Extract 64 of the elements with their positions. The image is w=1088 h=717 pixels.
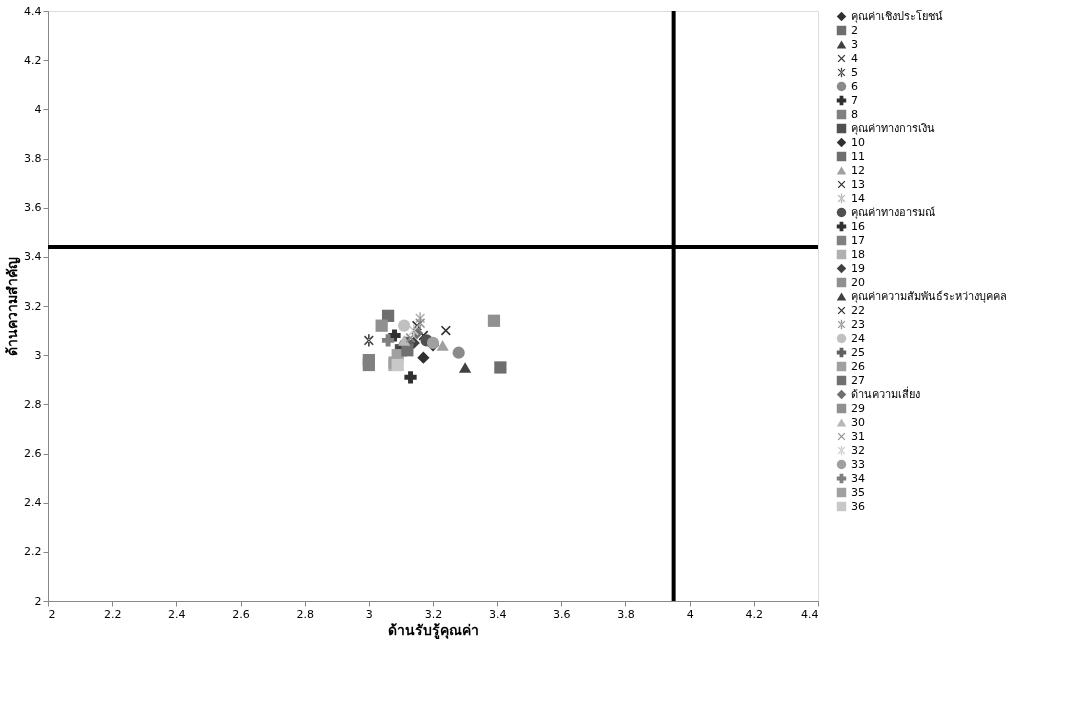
legend-label: 6 [851,79,858,93]
y-tick-label: 2.6 [24,447,42,460]
x-tick-label: 2.8 [296,607,314,621]
y-tick-label: 3.6 [24,201,42,215]
x-tick-label: 3.6 [553,607,571,621]
legend-label: 7 [851,93,858,107]
legend-label: 24 [851,331,865,345]
legend-label: 25 [851,345,865,359]
y-tick-label: 2.8 [24,397,42,411]
x-tick-label: 2.2 [103,607,122,621]
legend-label: 19 [851,261,865,275]
legend-label: 35 [851,485,865,499]
x-tick-label: 3.8 [617,607,635,621]
legend-label: 3 [851,37,858,51]
legend-label: 18 [851,247,865,261]
x-tick-label: 4 [686,607,694,621]
legend-label: 4 [851,51,858,65]
legend-label: คุณค่าทางอารมณ์ [851,205,935,219]
y-tick-label: 3.4 [24,250,42,264]
legend-label: 8 [851,107,858,121]
legend-label: 5 [851,65,858,79]
x-tick-label: 4.4 [801,607,819,621]
legend-label: คุณค่าทางการเงิน [851,121,935,135]
legend-label: 20 [851,275,865,289]
legend-label: 36 [851,499,865,513]
y-tick-label: 4 [34,102,42,116]
legend-label: 33 [851,457,865,471]
legend-label: คุณค่าความสัมพันธ์ระหว่างบุคคล [851,289,1007,303]
y-tick-label: 4.4 [24,4,42,18]
legend-label: ด้านความเสี่ยง [851,385,920,401]
legend-label: 13 [851,177,865,191]
x-tick-label: 3.4 [488,607,507,621]
legend-label: 17 [851,233,865,247]
legend-label: 26 [851,359,865,373]
legend-label: 16 [851,219,865,233]
y-tick-label: 4.2 [24,53,42,67]
legend-label: 29 [851,401,865,415]
legend-label: 14 [851,191,865,205]
x-tick-label: 2.4 [168,607,186,621]
legend-label: 30 [851,415,865,429]
x-tick-label: 2.6 [232,607,250,621]
legend-label: 10 [851,135,865,149]
y-tick-label: 3.8 [24,152,42,165]
x-tick-label: 3 [365,607,373,621]
y-tick-label: 2.4 [24,496,42,510]
y-tick-label: 2 [34,594,42,608]
y-tick-label: 2.2 [24,545,42,559]
x-axis-title: ด้านรับรู้คุณค่า [388,621,479,639]
legend-label: 32 [851,443,865,457]
legend-label: 12 [851,163,865,177]
y-tick-label: 3 [34,348,42,362]
legend-label: คุณค่าเชิงประโยชน์ [851,8,943,23]
legend-label: 27 [851,373,865,387]
legend-label: 22 [851,303,865,317]
legend-label: 34 [851,471,865,485]
legend-label: 11 [851,149,865,163]
x-tick-label: 4.2 [745,607,764,621]
legend-label: 2 [851,23,858,37]
x-tick-label: 2 [48,607,56,621]
legend-label: 23 [851,317,865,331]
y-tick-label: 3.2 [24,299,42,313]
y-axis-title: ด้านความสำคัญ [4,257,22,356]
legend-label: 31 [851,429,865,443]
x-tick-label: 3.2 [424,607,443,621]
